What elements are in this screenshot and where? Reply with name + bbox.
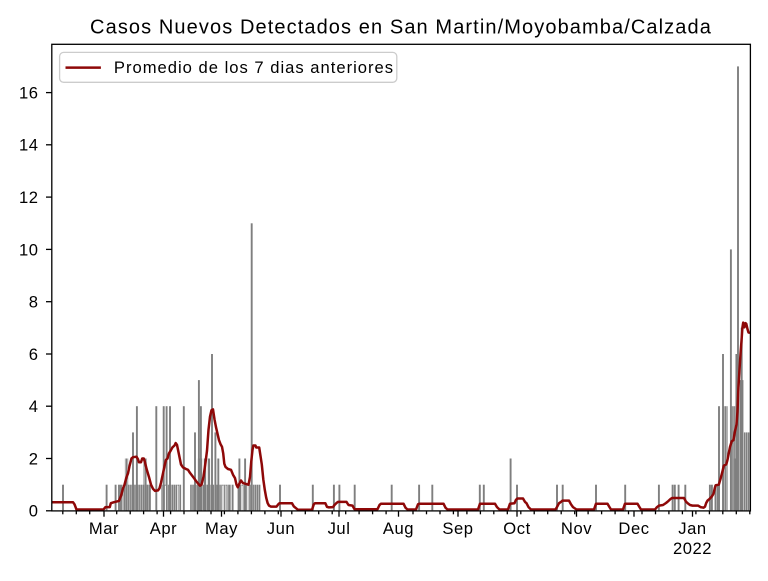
svg-text:Casos Nuevos Detectados en San: Casos Nuevos Detectados en San Martin/Mo… [90,17,712,39]
svg-text:Sep: Sep [442,519,473,538]
svg-text:14: 14 [19,136,39,155]
svg-text:Oct: Oct [503,519,530,538]
svg-text:Nov: Nov [561,519,592,538]
svg-text:Jun: Jun [267,519,295,538]
svg-text:2: 2 [29,449,39,468]
svg-text:Apr: Apr [150,519,177,538]
svg-text:6: 6 [29,345,39,364]
svg-text:Mar: Mar [89,519,119,538]
svg-text:Aug: Aug [383,519,414,538]
svg-text:Dec: Dec [618,519,649,538]
svg-text:Promedio de los 7 dias anterio: Promedio de los 7 dias anteriores [114,58,394,77]
svg-text:4: 4 [29,397,39,416]
svg-text:16: 16 [19,84,39,103]
svg-text:2022: 2022 [673,539,712,558]
svg-text:12: 12 [19,188,39,207]
svg-text:Jul: Jul [328,519,351,538]
svg-text:May: May [205,519,238,538]
svg-text:8: 8 [29,293,39,312]
svg-text:Jan: Jan [678,519,706,538]
svg-text:10: 10 [19,240,39,259]
svg-text:0: 0 [29,502,39,521]
